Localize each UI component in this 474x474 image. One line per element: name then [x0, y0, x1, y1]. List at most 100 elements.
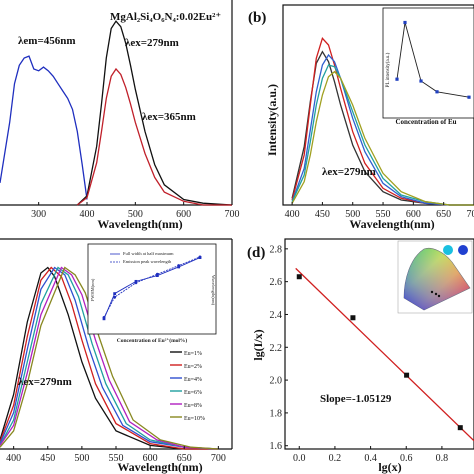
x-tick-label: 400 [80, 209, 95, 220]
x-tick-label: 0.4 [364, 453, 377, 464]
panel-d: (d) lg(I/x) 1.6 1.8 2.0 2.2 2.4 2.6 2.8 0.0 0.2… [247, 238, 474, 474]
data-point [350, 315, 356, 321]
panel-a: 300 400 500 600 700 MgAl₂Si₄O₆N₄:0.02Eu²⁺ λe… [0, 0, 240, 231]
inset-fwhm-point [134, 279, 138, 283]
x-tick-label: 600 [406, 209, 421, 220]
panel-d-xlabel: lg(x) [378, 460, 401, 474]
inset-fwhm-point [177, 265, 181, 269]
panel-c-inset-ylabel2: Wavelength(nm) [211, 275, 216, 306]
x-tick-label: 500 [345, 209, 360, 220]
legend-label: Eu=4% [184, 377, 202, 383]
x-tick-label: 400 [6, 453, 21, 464]
panel-b-inset-ylabel: PL intensity(a.u.) [386, 52, 391, 87]
panel-b-inset-xlabel: Concentration of Eu [395, 118, 456, 126]
inset-point [395, 77, 399, 81]
panel-c-label-ex: λex=279nm [18, 376, 72, 388]
panel-c-xlabel: Wavelength(nm) [117, 460, 202, 474]
x-tick-label: 450 [315, 209, 330, 220]
inset-point [419, 79, 423, 83]
legend-label: Eu=10% [184, 416, 205, 422]
inset-peak-point [155, 272, 159, 276]
x-tick-label: 0.6 [400, 453, 413, 464]
data-point [404, 372, 410, 378]
cie-diagram-inset [397, 240, 473, 314]
fit-line [295, 267, 474, 442]
panel-c: 400 450 500 550 600 650 700 λex=279nm Waveleng… [0, 238, 233, 474]
panel-c-legend: Eu=1% Eu=2% Eu=4% Eu=6% Eu=8% Eu=10% [170, 351, 205, 422]
x-tick-label: 600 [143, 453, 158, 464]
series-line-5 [0, 266, 219, 450]
inset-point [435, 90, 439, 94]
x-tick-label: 500 [128, 209, 143, 220]
inset-peak-point [134, 281, 138, 285]
inset-fwhm-point [155, 274, 159, 277]
series-line-3 [76, 67, 232, 206]
x-tick-label: 300 [31, 209, 46, 220]
x-tick-label: 600 [176, 209, 191, 220]
series-line-2 [0, 266, 219, 450]
panel-a-label-ex279: λex=279nm [125, 37, 179, 49]
panel-d-letter: (d) [247, 245, 265, 261]
panel-b-xlabel: Wavelength(nm) [349, 217, 434, 231]
x-tick-label: 550 [109, 453, 124, 464]
panel-b-letter: (b) [248, 10, 266, 26]
y-tick-label: 2.4 [270, 310, 283, 321]
panel-b-inset [382, 7, 474, 119]
y-tick-label: 2.8 [270, 244, 283, 255]
x-tick-label: 650 [436, 209, 451, 220]
x-tick-label: 700 [211, 453, 226, 464]
inset-peak-point [102, 315, 106, 319]
data-point [457, 425, 463, 431]
panel-c-inset-legend-1: Full width at half maximum [123, 251, 174, 256]
series-line-1 [0, 55, 88, 200]
series-line-2 [76, 20, 233, 206]
series-line-4 [0, 266, 219, 450]
inset-fwhm-point [113, 292, 117, 295]
x-tick-label: 0.8 [436, 453, 449, 464]
legend-label: Eu=6% [184, 390, 202, 396]
series-line-1 [0, 266, 219, 450]
panel-c-inset-xlabel: Concentration of Eu²⁺(mol%) [117, 337, 188, 344]
y-tick-label: 1.6 [270, 441, 283, 452]
inset-peak-line [103, 256, 201, 318]
panel-c-inset [87, 243, 217, 335]
legend-label: Eu=1% [184, 351, 202, 357]
data-point [296, 274, 302, 280]
y-tick-label: 2.6 [270, 277, 283, 288]
panel-c-inset-ylabel: FWHM(nm) [90, 278, 95, 301]
inset-peak-point [177, 264, 181, 267]
series-line-6 [0, 266, 219, 450]
legend-label: Eu=8% [184, 403, 202, 409]
panel-d-ylabel: lg(I/x) [251, 329, 265, 360]
y-tick-label: 2.2 [270, 343, 283, 354]
panel-a-label-ex365: λex=365nm [142, 111, 196, 123]
y-tick-label: 2.0 [270, 376, 283, 387]
legend-label: Eu=2% [184, 364, 202, 370]
series-line-5 [291, 70, 474, 206]
inset-point [403, 20, 407, 25]
x-tick-label: 450 [40, 453, 55, 464]
panel-a-label-em: λem=456nm [18, 35, 76, 47]
inset-peak-point [198, 255, 202, 259]
x-tick-label: 550 [376, 209, 391, 220]
panel-b-ylabel: Intensity(a.u.) [265, 84, 279, 156]
y-tick-label: 1.8 [270, 408, 283, 419]
panel-b: (b) Intensity(a.u.) 400 450 500 550 600 650 70… [248, 4, 474, 231]
panel-c-inset-legend-2: Emission peak wavelength [123, 259, 172, 264]
x-tick-label: 0.2 [329, 453, 342, 464]
inset-fwhm-point [102, 317, 106, 321]
panel-a-annotation: MgAl₂Si₄O₆N₄:0.02Eu²⁺ [110, 11, 221, 23]
panel-b-label-ex: λex=279nm [322, 166, 376, 178]
inset-point [467, 95, 471, 99]
x-tick-label: 0.0 [293, 453, 306, 464]
x-tick-label: 500 [74, 453, 89, 464]
x-tick-label: 400 [285, 209, 300, 220]
panel-a-xlabel: Wavelength(nm) [97, 217, 182, 231]
x-tick-label: 650 [177, 453, 192, 464]
x-tick-label: 700 [225, 209, 240, 220]
series-line-3 [0, 266, 219, 450]
panel-d-slope-label: Slope=-1.05129 [320, 393, 392, 405]
inset-peak-point [113, 295, 117, 299]
x-tick-label: 700 [467, 209, 474, 220]
